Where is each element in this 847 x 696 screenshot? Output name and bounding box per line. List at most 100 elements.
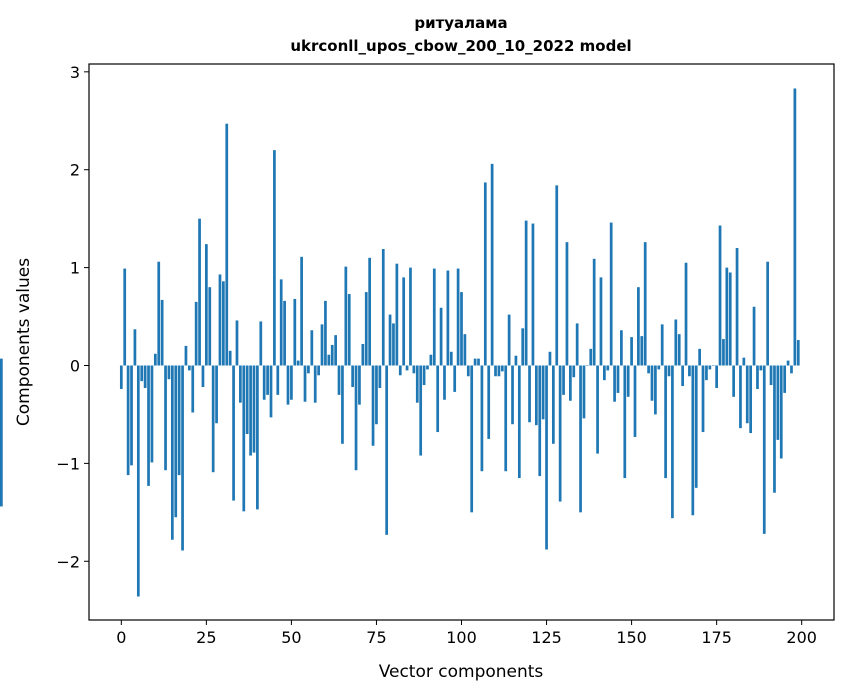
bar [514, 355, 518, 366]
bar [773, 365, 776, 493]
bar [776, 365, 780, 440]
bar [524, 220, 528, 366]
bar [701, 365, 705, 433]
x-axis-ticks: 0 25 50 75 100 125 150 175 200 [116, 620, 817, 647]
bar [688, 365, 691, 377]
bar [647, 365, 650, 374]
bar [300, 256, 303, 366]
bar [266, 365, 269, 395]
bar [592, 258, 596, 366]
y-tick-label: 1 [70, 259, 80, 278]
bar [351, 365, 354, 388]
x-tick-label: 75 [366, 628, 386, 647]
bar [293, 298, 297, 366]
bar [245, 365, 249, 435]
x-tick-label: 25 [196, 628, 216, 647]
bar [643, 242, 647, 366]
bar [283, 300, 286, 366]
bar [725, 267, 729, 366]
x-tick-label: 50 [281, 628, 301, 647]
bar [500, 365, 504, 372]
bar [415, 365, 419, 403]
y-axis-label: Components values [14, 258, 34, 426]
bar [796, 340, 800, 366]
bar [205, 244, 208, 366]
bar [555, 185, 559, 366]
bar [466, 365, 470, 377]
bar [412, 365, 416, 374]
bar [477, 358, 480, 366]
bar [262, 365, 266, 400]
bar [392, 323, 395, 366]
bar [572, 365, 576, 378]
bar [375, 365, 378, 425]
bar [0, 365, 3, 507]
bar [160, 299, 164, 366]
bar [640, 336, 644, 366]
bar [616, 365, 620, 393]
bar [119, 365, 123, 389]
bar [378, 365, 382, 388]
bar [694, 365, 698, 488]
bar [402, 277, 406, 366]
bar [446, 270, 450, 366]
bar [548, 351, 552, 366]
bar [307, 365, 310, 374]
bar [507, 314, 511, 366]
bar [718, 225, 722, 366]
bar [609, 222, 613, 366]
bar [181, 365, 184, 551]
bar [269, 365, 273, 418]
bar [473, 358, 477, 366]
bar [187, 365, 191, 371]
bar [439, 307, 443, 366]
bar [575, 323, 579, 366]
bar [228, 350, 232, 366]
bar [259, 321, 263, 366]
bar [334, 335, 337, 366]
bar [194, 301, 198, 366]
bar [419, 365, 423, 456]
bar [674, 319, 678, 366]
bar [327, 354, 331, 366]
bar [133, 329, 137, 366]
bar [324, 300, 327, 366]
bar [201, 365, 205, 388]
bar [426, 365, 429, 370]
y-tick-label: 0 [70, 356, 80, 375]
y-tick-label: 2 [70, 161, 80, 180]
bar [463, 334, 467, 366]
bar [136, 365, 140, 597]
bar [596, 365, 599, 454]
bar [633, 365, 637, 437]
bar [191, 365, 195, 413]
bar [225, 123, 229, 366]
bar [470, 365, 474, 513]
bar [143, 365, 147, 388]
bar [749, 365, 753, 434]
bar [395, 263, 399, 366]
bar [630, 337, 633, 366]
bar [779, 365, 783, 459]
bar [215, 365, 218, 424]
bar [368, 257, 372, 366]
bar [599, 277, 603, 366]
bar [449, 351, 453, 366]
bar [722, 339, 725, 366]
bar [249, 365, 252, 456]
bar [579, 365, 582, 513]
bar [711, 365, 715, 366]
bar [783, 365, 787, 393]
bar [341, 365, 344, 444]
bar [290, 365, 293, 400]
bar [497, 365, 501, 377]
bar [273, 150, 276, 366]
bar [432, 268, 436, 366]
y-tick-label: −1 [56, 454, 80, 473]
bar [364, 292, 368, 366]
bar [558, 365, 562, 502]
bar [460, 292, 463, 366]
bar [698, 348, 701, 366]
bar [739, 365, 742, 429]
bar [436, 365, 440, 433]
